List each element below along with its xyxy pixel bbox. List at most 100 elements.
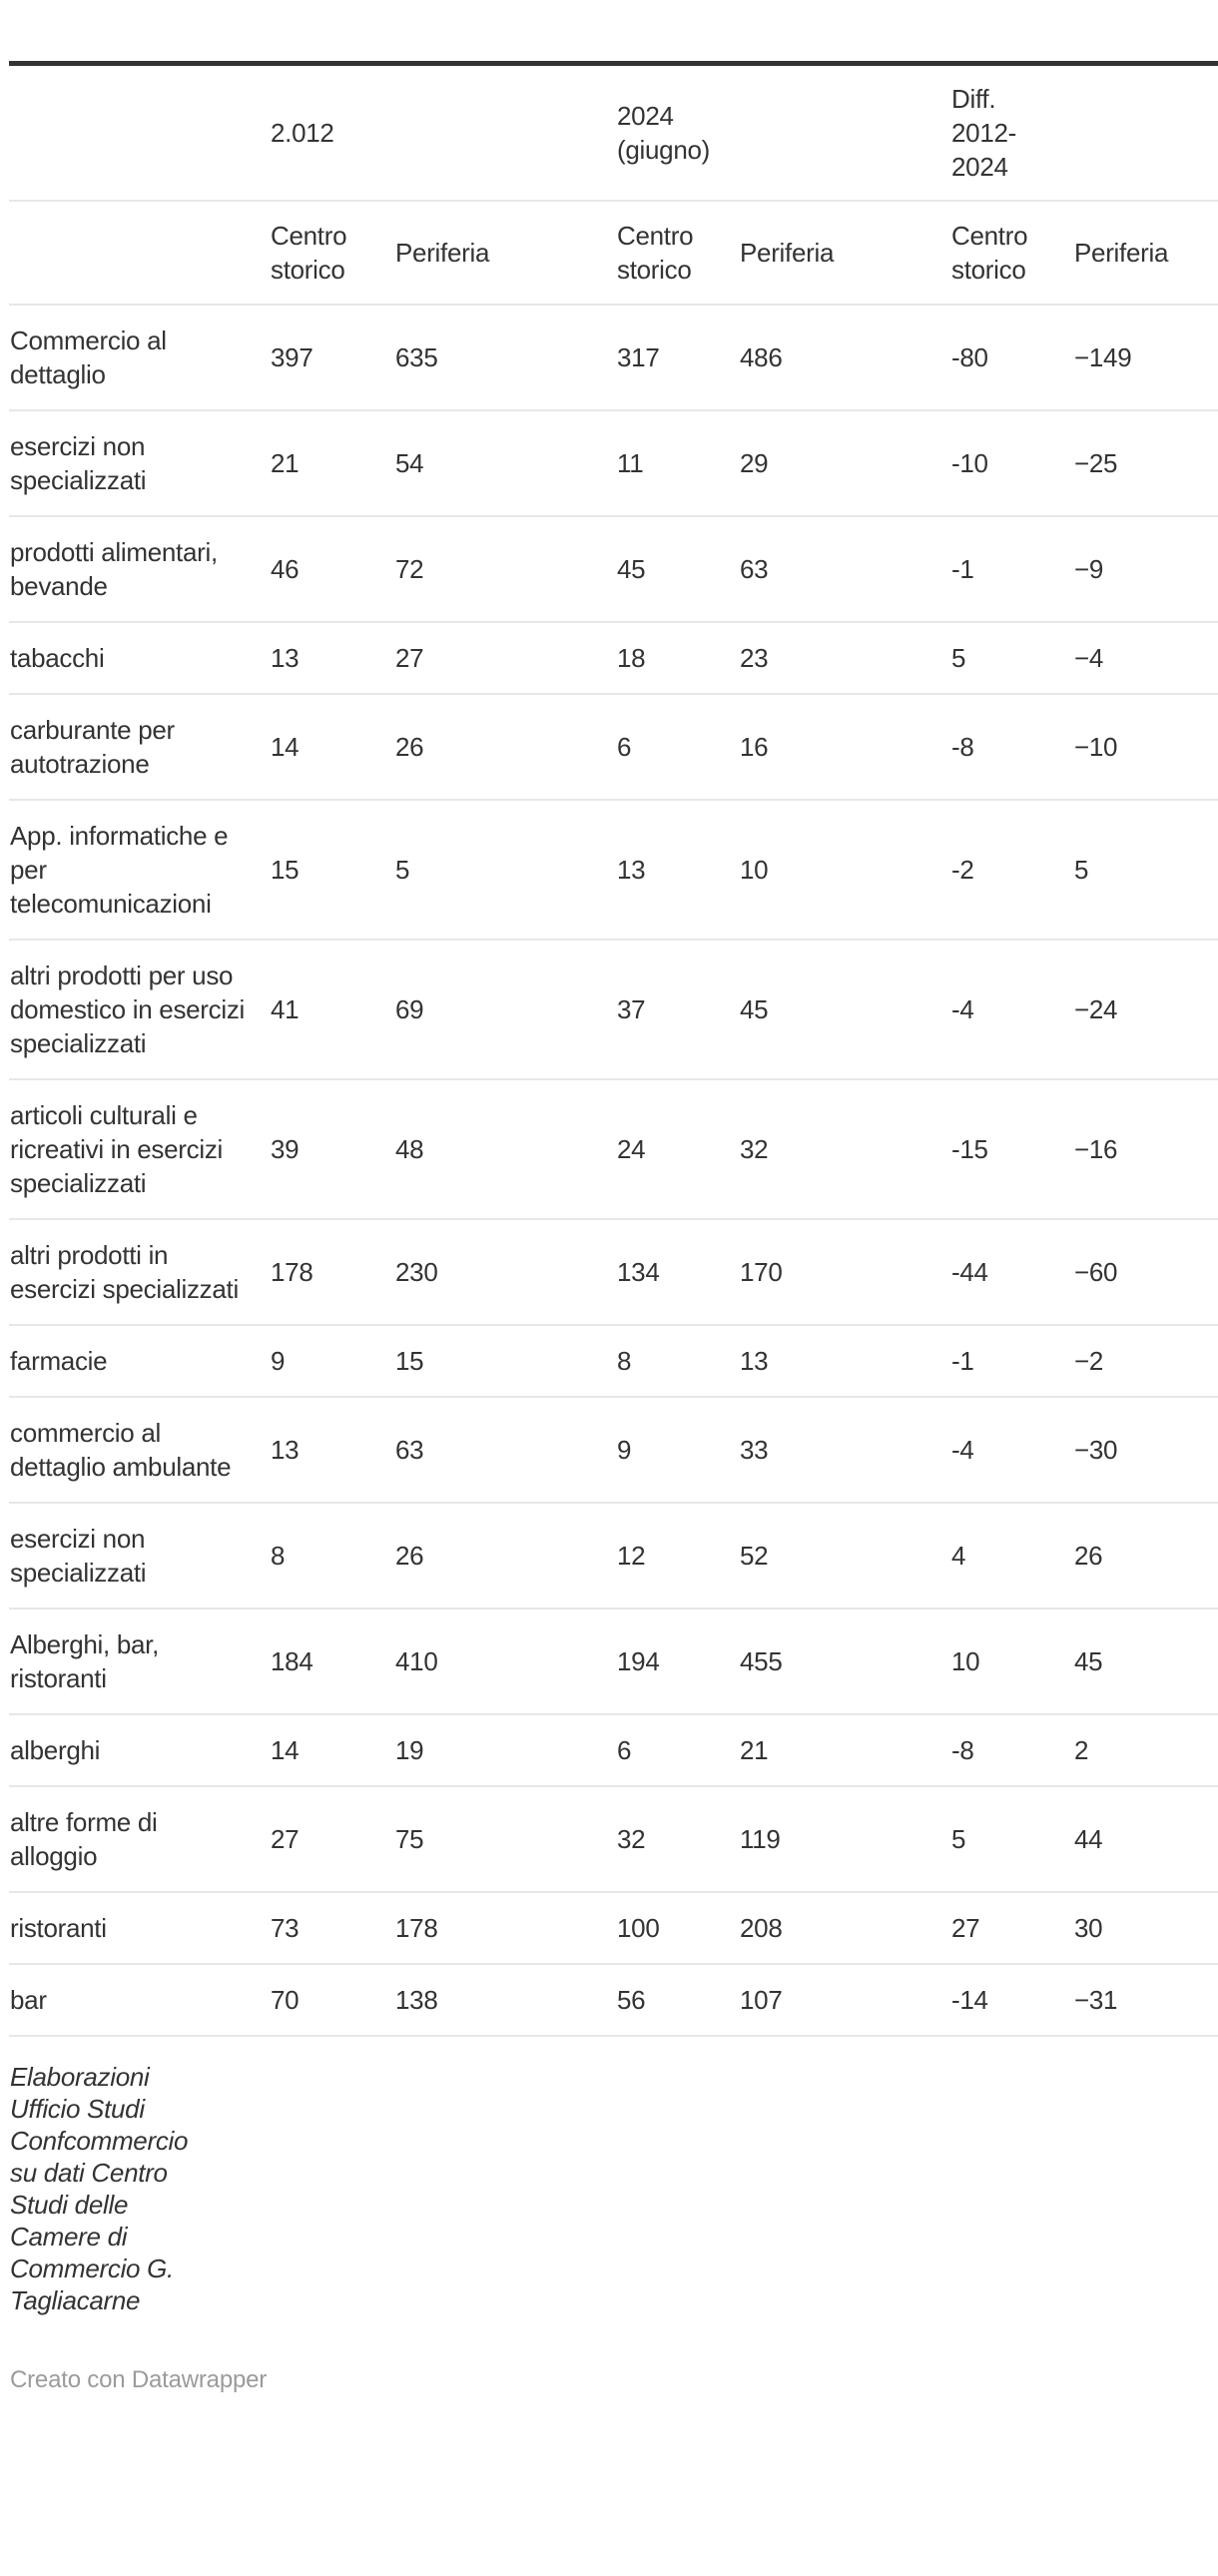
value-cell: -80 [951,342,988,372]
value-cell: 107 [740,1985,783,2015]
table-body: Commercio al dettaglio 397 635 317 486 -80 −14… [9,305,1218,2036]
row-label: altre forme di alloggio [10,1807,158,1871]
column-header: Centro storico [951,221,1028,285]
value-cell: 73 [271,1913,300,1943]
value-cell: 13 [271,1435,300,1465]
row-label: articoli culturali e ricreativi in eserc… [10,1100,224,1198]
value-cell: −9 [1074,554,1104,584]
value-cell: −149 [1074,342,1132,372]
value-cell: 45 [617,554,646,584]
value-cell: −2 [1074,1346,1104,1376]
value-cell: 29 [740,448,769,478]
value-cell: 119 [740,1824,781,1854]
column-group-diff: Diff. 2012-2024 [951,84,1016,182]
value-cell: 635 [395,342,438,372]
column-group-2024: 2024 (giugno) [617,101,710,165]
value-cell: 26 [395,1541,424,1571]
value-cell: 317 [617,342,660,372]
value-cell: -1 [951,554,974,584]
value-cell: 16 [740,732,769,762]
value-cell: -15 [951,1134,988,1164]
row-label: Commercio al dettaglio [10,325,167,389]
value-cell: 184 [271,1646,313,1676]
table-row: Commercio al dettaglio 397 635 317 486 -80 −14… [9,305,1218,410]
value-cell: 33 [740,1435,769,1465]
column-group-2012: 2.012 [271,118,334,148]
value-cell: 9 [271,1346,286,1376]
row-label: App. informatiche e per telecomunicazion… [10,821,229,919]
value-cell: 69 [395,994,424,1024]
value-cell: 9 [617,1435,632,1465]
value-cell: 138 [395,1985,438,2015]
column-header: Centro storico [617,221,694,285]
value-cell: 63 [395,1435,424,1465]
row-label: alberghi [10,1735,101,1765]
row-label: altri prodotti in esercizi specializzati [10,1240,239,1304]
header-empty-cell [1073,64,1218,202]
value-cell: 18 [617,643,646,673]
table-row: commercio al dettaglio ambulante 13 63 9 33 -… [9,1397,1218,1503]
value-cell: 19 [395,1735,424,1765]
row-label: esercizi non specializzati [10,1524,147,1588]
value-cell: 6 [617,732,632,762]
table-header-group-row: 2.012 2024 (giugno) Diff. 2012-2024 [9,64,1218,202]
value-cell: 70 [271,1985,300,2015]
value-cell: 208 [740,1913,783,1943]
value-cell: 24 [617,1134,646,1164]
value-cell: 455 [740,1646,783,1676]
value-cell: 72 [395,554,424,584]
value-cell: 27 [951,1913,980,1943]
value-cell: -8 [951,732,974,762]
table-row: Alberghi, bar, ristoranti 184 410 194 455 10 4… [9,1609,1218,1714]
value-cell: -44 [951,1257,988,1287]
header-empty-cell [394,64,562,202]
value-cell: 14 [271,732,300,762]
value-cell: 170 [740,1257,783,1287]
value-cell: 178 [395,1913,438,1943]
value-cell: 5 [951,1824,966,1854]
data-table: 2.012 2024 (giugno) Diff. 2012-2024 Cent… [9,61,1218,2037]
value-cell: 8 [271,1541,286,1571]
value-cell: 10 [951,1646,980,1676]
value-cell: 30 [1074,1913,1103,1943]
value-cell: 54 [395,448,424,478]
value-cell: 21 [740,1735,769,1765]
value-cell: 178 [271,1257,313,1287]
column-header: Periferia [740,238,835,268]
value-cell: 410 [395,1646,438,1676]
table-row: articoli culturali e ricreativi in eserc… [9,1079,1218,1219]
value-cell: −60 [1074,1257,1118,1287]
value-cell: 4 [951,1541,966,1571]
value-cell: 230 [395,1257,438,1287]
value-cell: 5 [951,643,966,673]
value-cell: −24 [1074,994,1118,1024]
value-cell: 39 [271,1134,300,1164]
value-cell: 15 [395,1346,424,1376]
value-cell: 13 [740,1346,769,1376]
datawrapper-credit-link[interactable]: Creato con Datawrapper [10,2366,268,2393]
value-cell: 134 [617,1257,660,1287]
value-cell: 63 [740,554,769,584]
table-row: altri prodotti in esercizi specializzati… [9,1219,1218,1325]
row-label: ristoranti [10,1913,107,1943]
header-empty-cell [9,64,270,202]
value-cell: −16 [1074,1134,1118,1164]
value-cell: 44 [1074,1824,1103,1854]
value-cell: 45 [1074,1646,1103,1676]
value-cell: 100 [617,1913,660,1943]
value-cell: 32 [740,1134,769,1164]
column-header: Periferia [395,238,490,268]
source-note: Elaborazioni Ufficio Studi Confcommercio… [10,2062,189,2315]
value-cell: 13 [271,643,300,673]
row-label: prodotti alimentari, bevande [10,537,218,601]
value-cell: 15 [271,855,300,885]
value-cell: -8 [951,1735,974,1765]
value-cell: 8 [617,1346,632,1376]
value-cell: −4 [1074,643,1104,673]
value-cell: 194 [617,1646,660,1676]
table-row: alberghi 14 19 6 21 -8 2 [9,1714,1218,1786]
value-cell: -1 [951,1346,974,1376]
table-row: carburante per autotrazione 14 26 6 16 -8 −10 [9,694,1218,800]
row-label: esercizi non specializzati [10,431,147,495]
